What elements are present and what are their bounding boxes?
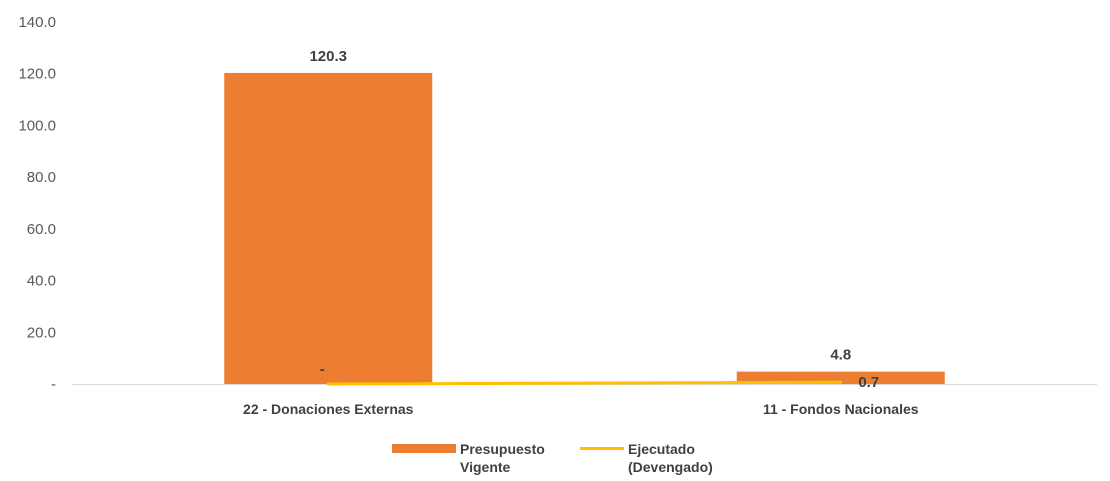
line-series: [326, 380, 843, 386]
y-tick-label: 100.0: [18, 117, 56, 134]
bar-series: [224, 72, 945, 384]
y-tick-label: 80.0: [27, 169, 56, 186]
legend-label-ejecutado: Ejecutado (Devengado): [628, 441, 713, 475]
line-ejecutado-devengado: [326, 380, 843, 386]
y-axis-ticks: - 20.0 40.0 60.0 80.0 100.0 120.0 140.0: [18, 14, 56, 393]
x-category-label: 11 - Fondos Nacionales: [763, 401, 919, 417]
legend: Presupuesto Vigente Ejecutado (Devengado): [392, 441, 713, 475]
y-tick-label: 140.0: [18, 14, 56, 31]
legend-swatch-presupuesto: [392, 444, 456, 453]
category-labels: 22 - Donaciones Externas 11 - Fondos Naci…: [243, 401, 919, 417]
line-data-label: -: [320, 361, 325, 378]
data-labels: 120.3 4.8 - 0.7: [309, 48, 879, 391]
bar-data-label: 120.3: [309, 48, 347, 65]
y-tick-label: 120.0: [18, 66, 56, 83]
y-tick-label: 20.0: [27, 324, 56, 341]
line-data-label: 0.7: [858, 374, 879, 391]
x-category-label: 22 - Donaciones Externas: [243, 401, 414, 417]
bar-presupuesto-vigente: [224, 72, 433, 384]
legend-label-presupuesto: Presupuesto Vigente: [460, 441, 545, 475]
y-tick-label: 60.0: [27, 221, 56, 238]
bar-data-label: 4.8: [830, 347, 851, 364]
y-tick-label: -: [51, 376, 56, 393]
y-tick-label: 40.0: [27, 273, 56, 290]
